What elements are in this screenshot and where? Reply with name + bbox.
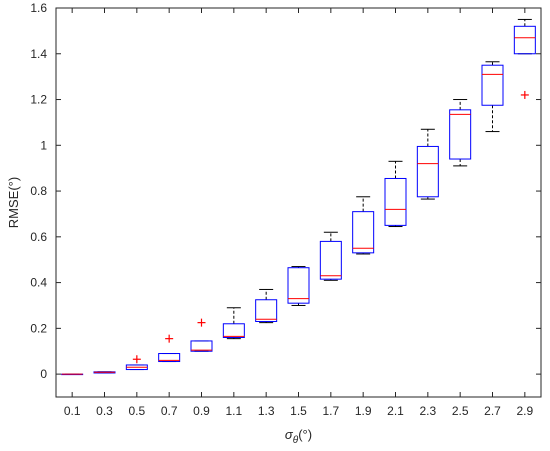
y-axis-label: RMSE(°) (6, 177, 21, 228)
box (190, 340, 213, 352)
box-group-0.9 (190, 318, 213, 352)
box (255, 299, 278, 322)
box-group-1.9 (352, 196, 375, 255)
x-tick-label: 0.5 (128, 404, 145, 418)
box (481, 64, 504, 106)
outlier-marker (165, 334, 174, 343)
x-tick-label: 0.1 (64, 404, 81, 418)
x-tick-label: 1.5 (290, 404, 307, 418)
box-group-2.3 (416, 128, 439, 200)
box (319, 240, 342, 280)
x-tick-label: 0.7 (161, 404, 178, 418)
box (513, 25, 536, 55)
box (287, 267, 310, 304)
outlier-marker (132, 355, 141, 364)
y-tick-label: 1.2 (30, 93, 47, 107)
box (158, 353, 181, 363)
outlier-marker (197, 318, 206, 327)
x-tick-label: 2.7 (484, 404, 501, 418)
y-tick-label: 1.6 (30, 1, 47, 15)
box (384, 177, 407, 226)
y-tick-label: 0.2 (30, 321, 47, 335)
plot-frame (55, 7, 542, 398)
x-tick-label: 2.3 (419, 404, 436, 418)
box-group-0.7 (158, 334, 181, 363)
box-group-1.7 (319, 231, 342, 281)
y-tick-label: 1 (40, 138, 47, 152)
x-tick-label: 1.9 (355, 404, 372, 418)
box-group-1.3 (255, 288, 278, 324)
x-axis-label-subscript: θ (293, 435, 299, 446)
box-group-1.5 (287, 266, 310, 306)
box-group-2.5 (449, 99, 472, 167)
x-tick-label: 1.7 (322, 404, 339, 418)
x-tick-label: 2.1 (387, 404, 404, 418)
x-axis-label-symbol: σ (285, 427, 294, 442)
y-tick-label: 0.6 (30, 230, 47, 244)
x-axis-label: σθ(°) (285, 427, 312, 446)
y-tick-label: 0.8 (30, 184, 47, 198)
outlier-marker (520, 90, 529, 99)
y-tick-label: 0 (40, 367, 47, 381)
box-group-2.9 (513, 18, 536, 99)
x-tick-label: 2.5 (452, 404, 469, 418)
x-tick-label: 1.1 (225, 404, 242, 418)
box (449, 109, 472, 160)
y-axis-ticks: 0 0.2 0.4 0.6 0.8 1 1.2 1.4 1.6 (30, 1, 541, 381)
box-group-0.3 (93, 371, 116, 374)
x-tick-label: 0.3 (96, 404, 113, 418)
box-group-0.1 (61, 373, 84, 376)
boxes (61, 18, 536, 376)
x-axis-ticks: 0.1 0.3 0.5 0.7 0.9 1.1 1.3 1.5 1.7 1.9 2.1 2.3 2.5 2… (64, 8, 533, 418)
x-tick-label: 1.3 (258, 404, 275, 418)
y-tick-label: 0.4 (30, 276, 47, 290)
box-group-2.7 (481, 61, 504, 133)
y-tick-label: 1.4 (30, 47, 47, 61)
box (352, 211, 375, 254)
box (222, 323, 245, 339)
x-axis-label-unit: (°) (298, 427, 312, 442)
x-tick-label: 2.9 (516, 404, 533, 418)
box-group-0.5 (125, 355, 148, 371)
box-group-1.1 (222, 307, 245, 340)
box-group-2.1 (384, 160, 407, 228)
x-tick-label: 0.9 (193, 404, 210, 418)
box (416, 145, 439, 198)
